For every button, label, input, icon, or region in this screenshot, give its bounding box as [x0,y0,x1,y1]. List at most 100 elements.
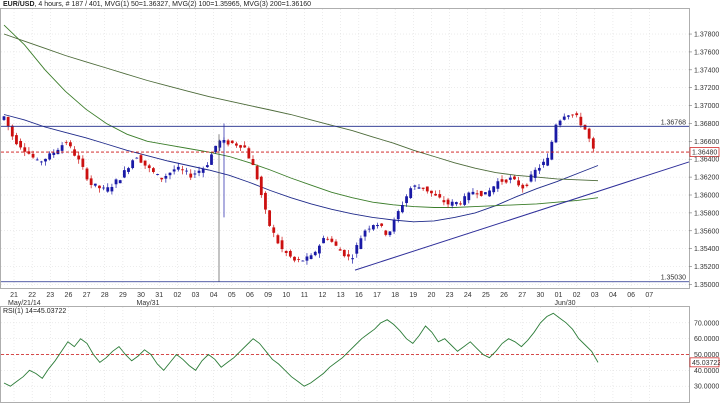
candle-body [376,224,379,227]
candle-body [338,249,342,251]
candle-body [288,250,292,257]
rsi-y-tick-label: 30.0000 [694,384,719,391]
x-tick-label: 12 [319,292,327,299]
candle-body [334,241,338,246]
x-tick-label: 10 [282,292,290,299]
x-tick-label: 27 [83,292,91,299]
candle-body [85,168,89,180]
candle-body [160,177,164,180]
support-label: 1.35030 [661,275,686,282]
y-tick-label: 1.37000 [694,103,719,110]
candle-body [268,210,271,226]
candle-body [218,140,222,148]
candle-body [147,165,151,169]
x-tick-label: 24 [464,292,472,299]
x-tick-label: 25 [482,292,490,299]
candle-body [77,155,81,160]
candle-body [529,174,533,182]
y-tick-label: 1.37200 [694,85,719,92]
candle-body [567,115,570,117]
candle-body [558,120,562,126]
candle-body [550,141,554,160]
candle-body [546,157,550,166]
candle-body [351,258,354,260]
candle-body [309,255,313,260]
candle-body [106,187,110,192]
candle-body [450,201,454,206]
candle-body [139,155,143,163]
candle-body [504,179,508,183]
candle-body [359,238,363,249]
candle-body [81,158,85,167]
candle-body [251,158,255,166]
x-secondary-label: May/31 [137,300,160,307]
x-tick-label: 30 [536,292,544,299]
candle-body [272,227,276,233]
candle-body [152,168,155,173]
candle-body [2,116,6,120]
x-tick-label: 19 [409,292,417,299]
ma-line-2 [3,33,599,182]
trendline [354,161,690,271]
candle-body [442,200,446,203]
candle-body [293,256,296,261]
overlays: 1.36768 1.35030 1.36480 [1,119,720,283]
candle-body [264,192,267,210]
candle-body [371,225,375,230]
candle-body [517,180,520,186]
candle-body [118,180,122,184]
candle-body [434,193,437,196]
rsi-y-tick-label: 40.0000 [694,368,719,375]
rsi-current-label: 45.03722 [692,360,720,367]
x-secondary-label: May/21/14 [8,300,41,307]
candle-body [313,251,317,256]
candle-body [280,240,284,250]
y-tick-label: 1.37600 [694,49,719,56]
y-tick-label: 1.36600 [694,139,719,146]
ma-line-1 [3,24,599,208]
candle-body [446,199,450,205]
rsi-header: RSI(1) 14=45.03722 [3,308,66,315]
candle-body [537,167,541,171]
candle-body [176,166,180,170]
candle-body [60,145,64,151]
rsi-line [3,312,599,387]
candle-body [492,186,496,193]
candle-body [355,245,359,254]
candle-body [508,177,512,180]
y-tick-label: 1.37400 [694,67,719,74]
current-price-box [689,147,720,157]
x-tick-label: 26 [65,292,73,299]
moving-averages [3,24,599,223]
resistance-label: 1.36768 [661,119,686,126]
y-tick-label: 1.35800 [694,210,719,217]
candle-body [305,256,309,261]
candle-body [10,125,14,137]
candle-body [143,160,147,166]
candle-body [255,166,259,180]
candle-body [484,192,487,195]
x-tick-label: 06 [246,292,254,299]
y-tick-label: 1.36200 [694,175,719,182]
x-tick-label: 18 [391,292,399,299]
rsi-y-tick-label: 50.0000 [694,352,719,359]
candle-body [475,193,479,195]
y-tick-label: 1.35600 [694,228,719,235]
candle-body [114,179,118,185]
candle-body [367,228,371,230]
candle-body [69,142,72,147]
candle-body [459,203,462,205]
candle-body [496,181,500,189]
candle-body [401,204,404,213]
candle-body [127,168,130,172]
candle-body [405,196,408,204]
candle-body [318,245,321,254]
x-tick-label: 17 [373,292,381,299]
candle-body [89,178,93,185]
candle-body [488,190,491,197]
candle-body [330,238,334,242]
candle-body [513,176,516,180]
x-tick-label: 16 [355,292,363,299]
candle-body [39,161,43,163]
